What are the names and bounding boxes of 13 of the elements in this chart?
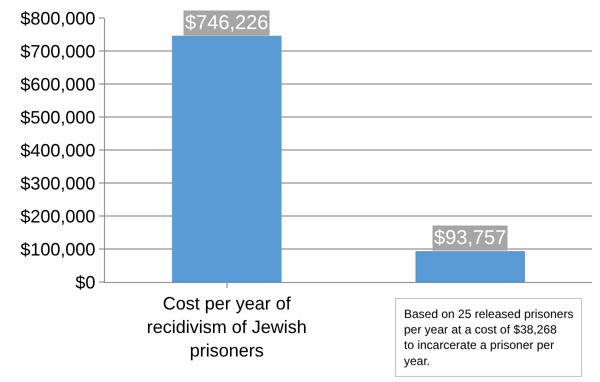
y-tick-label: $800,000 — [20, 8, 96, 28]
y-tick-label: $600,000 — [20, 74, 96, 94]
x-tick-label: Cost per year of recidivism of Jewish prisoners — [146, 294, 307, 360]
y-tick-label: $300,000 — [20, 173, 96, 194]
y-tick-label: $500,000 — [20, 107, 96, 128]
text: Based on 25 released prisoners per year at a cost of $38,268 to incarcerate a prisoner per year. — [404, 307, 574, 368]
y-tick-label: $0 — [75, 272, 96, 292]
y-tick-label: $200,000 — [20, 206, 96, 226]
y-tick-label: $400,000 — [20, 140, 96, 160]
y-tick-label: $700,000 — [20, 41, 96, 62]
data-label: $93,757 — [434, 227, 506, 249]
data-label: $746,226 — [185, 12, 268, 34]
y-tick-label: $100,000 — [20, 239, 96, 260]
